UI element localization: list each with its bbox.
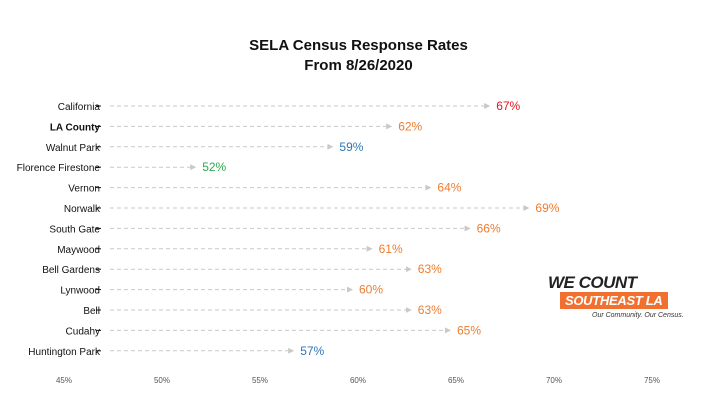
category-label: Cudahy bbox=[66, 326, 100, 337]
value-label: 52% bbox=[202, 160, 226, 174]
logo-line2: SOUTHEAST LA bbox=[560, 292, 668, 309]
logo-tagline: Our Community. Our Census. bbox=[592, 312, 684, 319]
value-label: 64% bbox=[437, 181, 461, 195]
category-label: Bell bbox=[83, 306, 100, 317]
value-label: 61% bbox=[379, 242, 403, 256]
category-label: South Gate bbox=[49, 224, 100, 235]
value-label: 67% bbox=[496, 99, 520, 113]
x-tick-label: 65% bbox=[448, 376, 464, 385]
category-label: LA County bbox=[50, 122, 101, 133]
category-label: Norwalk bbox=[64, 204, 101, 215]
we-count-logo: WE COUNT SOUTHEAST LA Our Community. Our… bbox=[548, 273, 684, 323]
value-label: 62% bbox=[398, 119, 422, 133]
chart-title-line2: From 8/26/2020 bbox=[304, 57, 413, 74]
value-label: 63% bbox=[418, 303, 442, 317]
category-label: Vernon bbox=[68, 184, 100, 195]
category-label: Maywood bbox=[57, 245, 100, 256]
value-label: 60% bbox=[359, 283, 383, 297]
x-tick-label: 55% bbox=[252, 376, 268, 385]
value-label: 69% bbox=[535, 201, 559, 215]
category-label: Lynwood bbox=[60, 286, 100, 297]
category-label: Bell Gardens bbox=[42, 265, 100, 276]
x-tick-label: 45% bbox=[56, 376, 72, 385]
chart-title: SELA Census Response Rates From 8/26/202… bbox=[0, 36, 717, 76]
value-label: 57% bbox=[300, 344, 324, 358]
x-tick-label: 70% bbox=[546, 376, 562, 385]
x-tick-label: 75% bbox=[644, 376, 660, 385]
x-tick-label: 50% bbox=[154, 376, 170, 385]
value-label: 59% bbox=[339, 140, 363, 154]
category-label: Walnut Park bbox=[46, 143, 101, 154]
chart-title-line1: SELA Census Response Rates bbox=[249, 37, 468, 54]
value-label: 63% bbox=[418, 262, 442, 276]
value-label: 66% bbox=[477, 221, 501, 235]
category-label: Florence Firestone bbox=[17, 163, 101, 174]
category-label: California bbox=[58, 102, 101, 113]
category-label: Huntington Park bbox=[28, 347, 101, 358]
logo-line1: WE COUNT bbox=[548, 273, 637, 292]
value-label: 65% bbox=[457, 323, 481, 337]
x-tick-label: 60% bbox=[350, 376, 366, 385]
